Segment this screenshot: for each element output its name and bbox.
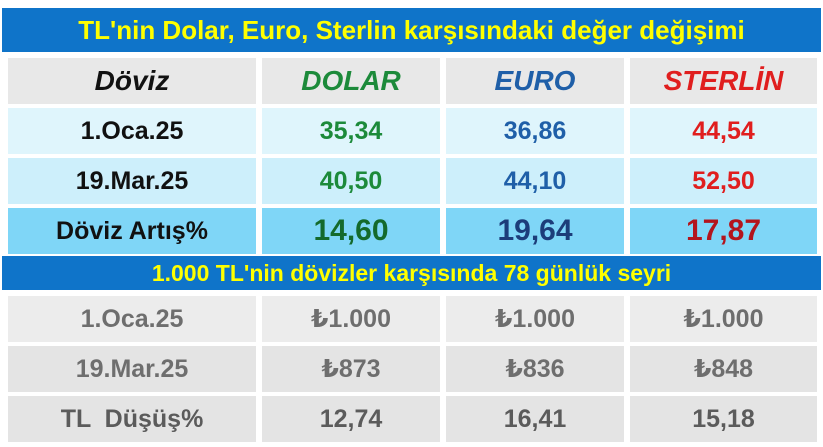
rate-row-date-end: 19.Mar.25 bbox=[8, 158, 256, 204]
tl-row-date-end: 19.Mar.25 bbox=[8, 346, 256, 392]
rate-euro-start: 36,86 bbox=[446, 108, 624, 154]
tl-dolar-end: ₺873 bbox=[262, 346, 440, 392]
header-dolar: DOLAR bbox=[262, 58, 440, 104]
increase-sterlin: 17,87 bbox=[630, 208, 817, 254]
tl-dolar-start: ₺1.000 bbox=[262, 296, 440, 342]
tl-row-date-start: 1.Oca.25 bbox=[8, 296, 256, 342]
header-euro: EURO bbox=[446, 58, 624, 104]
rate-dolar-end: 40,50 bbox=[262, 158, 440, 204]
tl-sterlin-start: ₺1.000 bbox=[630, 296, 817, 342]
header-sterlin: STERLİN bbox=[630, 58, 817, 104]
decrease-euro: 16,41 bbox=[446, 396, 624, 442]
rate-row-increase: Döviz Artış% bbox=[8, 208, 256, 254]
rate-row-date-start: 1.Oca.25 bbox=[8, 108, 256, 154]
rate-sterlin-end: 52,50 bbox=[630, 158, 817, 204]
tl-euro-start: ₺1.000 bbox=[446, 296, 624, 342]
tl-sterlin-end: ₺848 bbox=[630, 346, 817, 392]
increase-euro: 19,64 bbox=[446, 208, 624, 254]
table-title: TL'nin Dolar, Euro, Sterlin karşısındaki… bbox=[0, 6, 823, 54]
tl-euro-end: ₺836 bbox=[446, 346, 624, 392]
decrease-sterlin: 15,18 bbox=[630, 396, 817, 442]
rate-sterlin-start: 44,54 bbox=[630, 108, 817, 154]
decrease-dolar: 12,74 bbox=[262, 396, 440, 442]
rate-dolar-start: 35,34 bbox=[262, 108, 440, 154]
section-subtitle: 1.000 TL'nin dövizler karşısında 78 günl… bbox=[0, 254, 823, 292]
rate-euro-end: 44,10 bbox=[446, 158, 624, 204]
tl-row-decrease: TL Düşüş% bbox=[8, 396, 256, 442]
header-doviz: Döviz bbox=[8, 58, 256, 104]
increase-dolar: 14,60 bbox=[262, 208, 440, 254]
